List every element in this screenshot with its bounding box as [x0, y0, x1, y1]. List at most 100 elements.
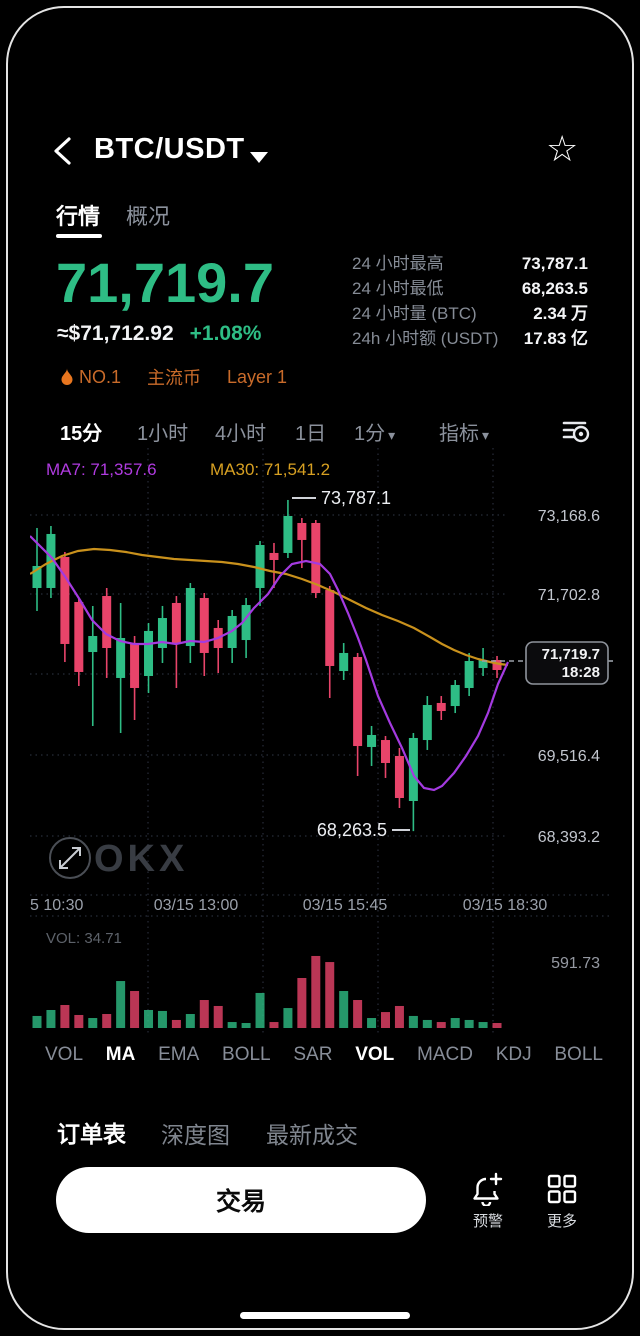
timeframe-1d[interactable]: 1日	[295, 423, 327, 445]
tab-latest-trades[interactable]: 最新成交	[266, 1122, 358, 1148]
candle-body	[492, 659, 502, 671]
indicator-sar[interactable]: SAR	[293, 1044, 333, 1065]
indicator-kdj[interactable]: KDJ	[495, 1044, 532, 1065]
stat-value: 68,263.5	[521, 279, 588, 298]
volume-bar	[102, 1014, 112, 1028]
candle-body	[422, 705, 432, 741]
pair-dropdown-caret-icon[interactable]	[250, 152, 268, 163]
rank-badge[interactable]: NO.1	[60, 367, 121, 388]
tab-depth-chart[interactable]: 深度图	[161, 1122, 230, 1148]
candle-body	[478, 659, 488, 669]
candle-body	[60, 556, 70, 644]
tab-overview[interactable]: 概况	[126, 204, 171, 229]
ma30-legend: MA30: 71,541.2	[210, 460, 330, 479]
alert-button[interactable]: 预警	[458, 1172, 518, 1231]
volume-bar	[60, 1005, 70, 1028]
home-indicator[interactable]	[240, 1312, 410, 1319]
back-button[interactable]	[50, 136, 76, 166]
candle-body	[130, 643, 140, 688]
candle-body	[297, 523, 307, 540]
volume-bar	[464, 1019, 474, 1028]
volume-bar	[450, 1018, 460, 1028]
candlestick-chart[interactable]: OKX MA7: 71,357.6 MA30: 71,541.2 73,787.1 68…	[29, 448, 615, 1042]
more-label: 更多	[546, 1213, 577, 1230]
pair-title[interactable]: BTC/USDT	[94, 133, 245, 165]
okx-watermark: OKX	[94, 838, 188, 880]
stat-value: 2.34 万	[533, 304, 588, 323]
favorite-star-icon[interactable]: ☆	[546, 128, 579, 169]
ma30-line	[29, 547, 509, 667]
volume-bar	[32, 1015, 42, 1028]
volume-label: VOL: 34.71	[46, 930, 122, 947]
trade-button[interactable]: 交易	[56, 1167, 426, 1233]
indicator-menu-label: 指标	[439, 423, 479, 445]
price-change: +1.08%	[189, 322, 262, 345]
volume-bar	[130, 991, 140, 1028]
y-axis-label: 71,702.8	[538, 587, 600, 604]
timeframe-4h[interactable]: 4小时	[215, 423, 267, 445]
volume-bar	[478, 1022, 488, 1028]
indicator-ema[interactable]: EMA	[158, 1044, 200, 1065]
last-price-value: 71,719.7	[542, 646, 600, 663]
indicator-macd[interactable]: MACD	[417, 1044, 473, 1065]
stat-row: 24 小时最低 68,263.5	[352, 280, 588, 297]
timeframe-more[interactable]: 1分 ▾	[354, 417, 395, 446]
expand-icon	[60, 848, 80, 868]
volume-bar	[227, 1022, 237, 1028]
stat-label: 24h 小时额 (USDT)	[352, 329, 499, 348]
coin-badges: NO.1 主流币 Layer 1	[60, 364, 287, 390]
candle-body	[269, 552, 279, 560]
tag-mainstream[interactable]: 主流币	[147, 368, 202, 388]
volume-bar	[394, 1005, 404, 1028]
candle-body	[311, 523, 321, 594]
volume-bar	[46, 1009, 56, 1028]
volume-bar	[88, 1018, 98, 1028]
tab-order-book[interactable]: 订单表	[57, 1121, 126, 1147]
volume-bar	[213, 1005, 223, 1028]
tag-layer1[interactable]: Layer 1	[227, 366, 288, 387]
indicator-boll2[interactable]: BOLL	[554, 1044, 603, 1065]
candle-body	[116, 637, 126, 678]
timeframe-15m[interactable]: 15分	[60, 423, 103, 445]
timeframe-more-label: 1分	[354, 423, 386, 445]
volume-bar	[422, 1019, 432, 1028]
volume-bar	[171, 1019, 181, 1028]
volume-bar	[367, 1018, 377, 1028]
volume-bar	[325, 962, 335, 1028]
x-axis-label: 03/15 15:45	[303, 897, 388, 914]
indicator-ma[interactable]: MA	[105, 1044, 136, 1065]
price-chart[interactable]: OKX MA7: 71,357.6 MA30: 71,541.2 73,787.1 68…	[29, 448, 615, 1042]
indicator-boll[interactable]: BOLL	[222, 1044, 271, 1065]
volume-bar	[241, 1023, 251, 1028]
candle-body	[144, 630, 154, 676]
more-button[interactable]: 更多	[532, 1172, 592, 1231]
flame-icon	[61, 367, 73, 385]
candle-body	[241, 605, 251, 641]
candle-body	[325, 590, 335, 666]
indicator-vol[interactable]: VOL	[45, 1044, 84, 1065]
volume-bar	[339, 991, 349, 1028]
volume-bar	[311, 955, 321, 1028]
volume-max-label: 591.73	[551, 955, 600, 972]
stat-label: 24 小时最高	[352, 254, 444, 273]
indicator-vol2[interactable]: VOL	[355, 1044, 395, 1065]
ma7-legend: MA7: 71,357.6	[46, 460, 157, 479]
candle-body	[171, 602, 181, 644]
y-axis-label: 69,516.4	[538, 748, 600, 765]
candle-body	[367, 734, 377, 747]
stat-row: 24 小时最高 73,787.1	[352, 255, 588, 272]
candle-body	[339, 652, 349, 672]
tab-underline	[56, 234, 102, 238]
indicator-menu[interactable]: 指标 ▾	[439, 417, 489, 446]
stat-value: 17.83 亿	[523, 329, 588, 348]
last-price: 71,719.7	[56, 251, 274, 314]
candle-body	[394, 755, 404, 798]
candle-body	[353, 656, 363, 747]
candle-body	[283, 515, 293, 553]
chevron-down-icon: ▾	[388, 427, 396, 443]
volume-bar	[199, 1000, 209, 1028]
timeframe-1h[interactable]: 1小时	[137, 423, 189, 445]
tab-market[interactable]: 行情	[56, 204, 101, 229]
volume-bar	[144, 1009, 154, 1028]
chart-settings-icon[interactable]	[561, 417, 591, 445]
